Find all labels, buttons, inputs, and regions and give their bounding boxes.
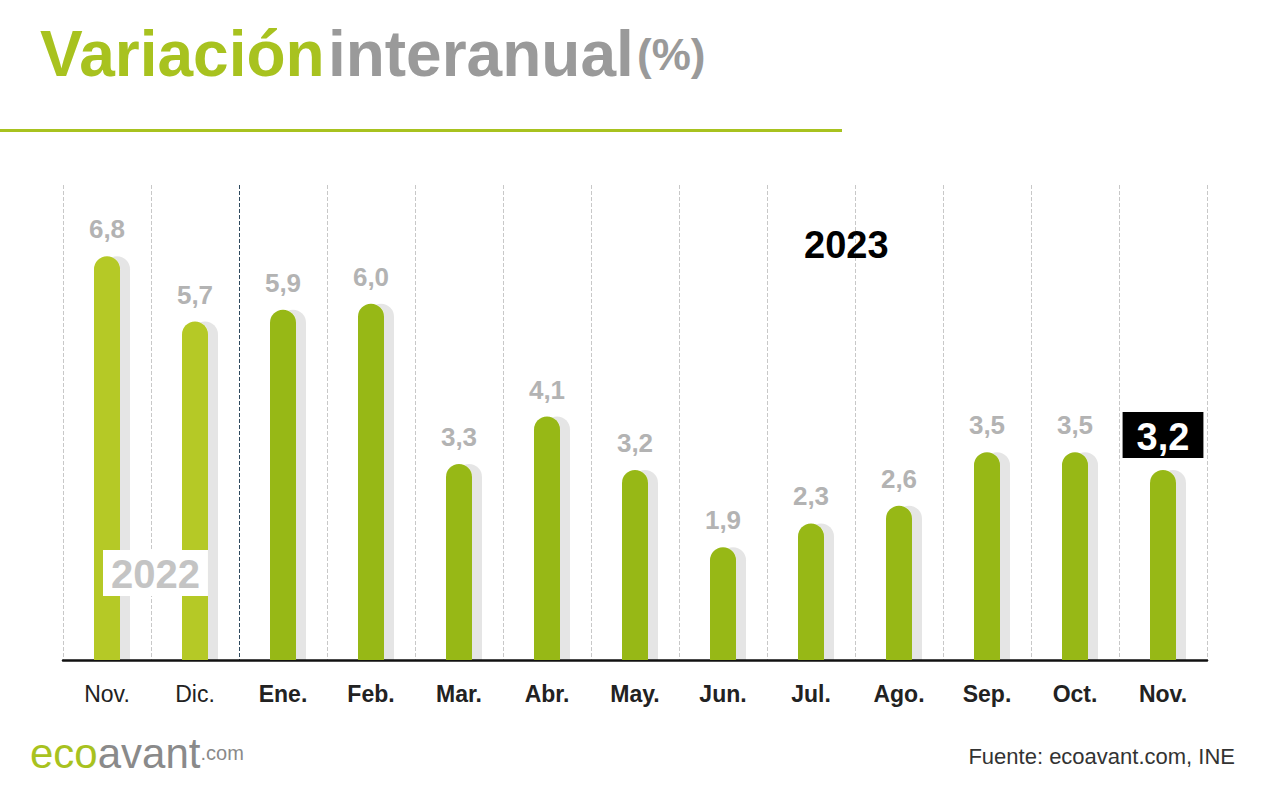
svg-text:(%): (%) (637, 30, 705, 79)
svg-text:3,3: 3,3 (441, 422, 477, 452)
svg-text:Ene.: Ene. (259, 681, 308, 707)
svg-text:2,6: 2,6 (881, 464, 917, 494)
svg-text:eco: eco (30, 730, 98, 777)
svg-text:interanual: interanual (328, 18, 634, 90)
svg-text:avant: avant (98, 730, 201, 777)
svg-text:Nov.: Nov. (1139, 681, 1187, 707)
svg-text:2022: 2022 (111, 552, 200, 596)
svg-text:5,9: 5,9 (265, 268, 301, 298)
svg-text:Abr.: Abr. (525, 681, 570, 707)
svg-text:Variación: Variación (40, 18, 325, 90)
svg-text:Fuente: ecoavant.com, INE: Fuente: ecoavant.com, INE (968, 744, 1235, 769)
svg-text:4,1: 4,1 (529, 375, 565, 405)
svg-text:3,5: 3,5 (1057, 410, 1093, 440)
svg-text:3,2: 3,2 (617, 428, 653, 458)
svg-text:3,5: 3,5 (969, 410, 1005, 440)
svg-text:Sep.: Sep. (963, 681, 1012, 707)
svg-text:2,3: 2,3 (793, 481, 829, 511)
svg-text:Feb.: Feb. (347, 681, 394, 707)
svg-text:Jul.: Jul. (791, 681, 831, 707)
svg-text:6,0: 6,0 (353, 262, 389, 292)
svg-text:Mar.: Mar. (436, 681, 482, 707)
svg-text:May.: May. (610, 681, 659, 707)
svg-text:Nov.: Nov. (84, 681, 130, 707)
svg-text:3,2: 3,2 (1137, 416, 1190, 458)
svg-text:1,9: 1,9 (705, 505, 741, 535)
svg-text:Oct.: Oct. (1053, 681, 1098, 707)
svg-text:Ago.: Ago. (873, 681, 924, 707)
svg-text:.com: .com (200, 742, 243, 764)
svg-text:5,7: 5,7 (177, 280, 213, 310)
svg-text:6,8: 6,8 (89, 214, 125, 244)
svg-text:2023: 2023 (804, 224, 889, 266)
svg-text:Dic.: Dic. (175, 681, 215, 707)
svg-text:Jun.: Jun. (699, 681, 746, 707)
